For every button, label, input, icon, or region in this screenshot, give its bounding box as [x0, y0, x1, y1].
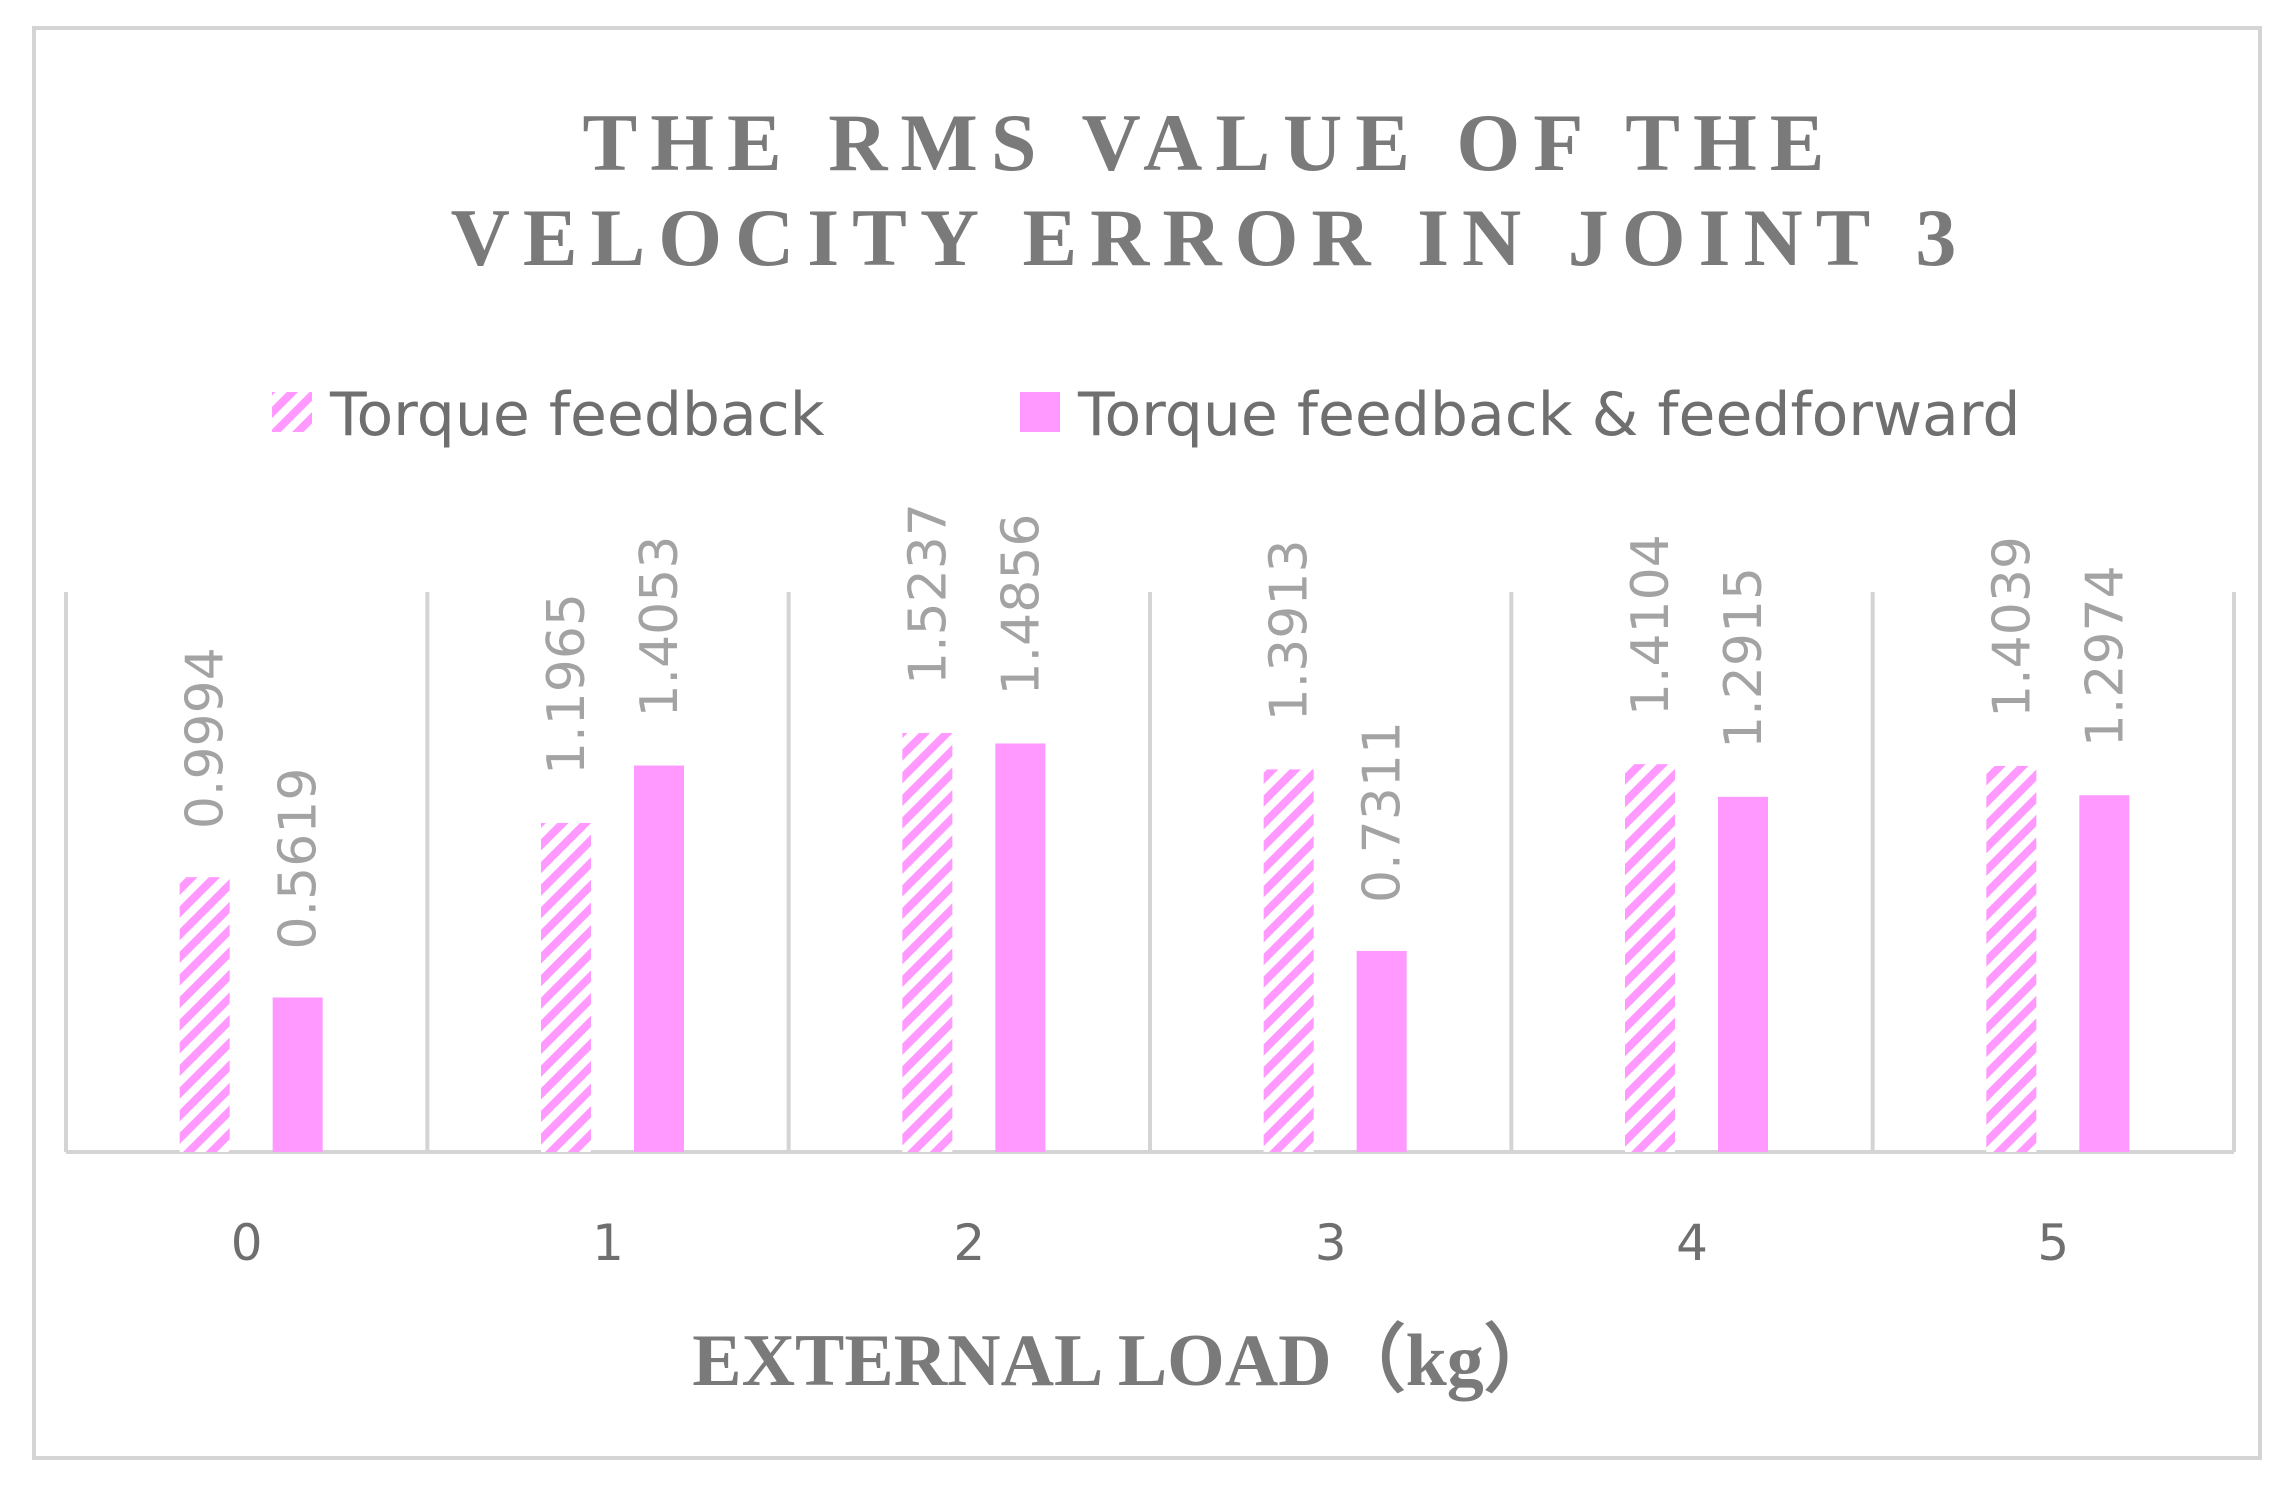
bar-torque-feedback-feedforward-5 [2079, 795, 2130, 1152]
data-label-torque-feedback-feedforward-4: 1.2915 [1714, 567, 1774, 749]
data-label-torque-feedback-feedforward-5: 1.2974 [2075, 565, 2135, 747]
chart-title-line-1: THE RMS VALUE OF THE [583, 97, 1838, 188]
bar-torque-feedback-0 [179, 877, 230, 1152]
data-label-torque-feedback-0: 0.9994 [176, 647, 236, 829]
data-label-torque-feedback-feedforward-0: 0.5619 [269, 768, 329, 950]
data-label-torque-feedback-feedforward-2: 1.4856 [991, 514, 1051, 696]
legend-swatch-torque-feedback-feedforward [1020, 392, 1060, 432]
plot-area: 0 0.9994 0.5619 1 1.1965 1.4053 2 1.5237 1.4856 3… [64, 503, 2236, 1272]
x-tick-label-2: 2 [953, 1214, 985, 1272]
chart-title-line-2: VELOCITY ERROR IN JOINT 3 [451, 192, 1970, 283]
bar-torque-feedback-1 [541, 822, 591, 1152]
bar-torque-feedback-feedforward-3 [1356, 950, 1407, 1152]
bar-torque-feedback-4 [1625, 764, 1675, 1152]
bar-torque-feedback-feedforward-4 [1718, 796, 1768, 1152]
data-label-torque-feedback-feedforward-3: 0.7311 [1353, 721, 1413, 903]
data-label-torque-feedback-5: 1.4039 [1982, 536, 2042, 718]
x-tick-label-5: 5 [2037, 1214, 2069, 1272]
data-label-torque-feedback-feedforward-1: 1.4053 [630, 536, 690, 718]
x-tick-label-0: 0 [231, 1214, 263, 1272]
bar-torque-feedback-feedforward-2 [995, 743, 1046, 1152]
data-label-torque-feedback-2: 1.5237 [898, 503, 958, 685]
bar-torque-feedback-feedforward-1 [634, 765, 684, 1152]
legend: Torque feedback Torque feedback & feedfo… [272, 380, 2021, 450]
bar-torque-feedback-3 [1263, 769, 1314, 1152]
x-tick-label-4: 4 [1676, 1214, 1708, 1272]
legend-label-torque-feedback-feedforward: Torque feedback & feedforward [1077, 380, 2021, 450]
x-tick-label-3: 3 [1315, 1214, 1347, 1272]
legend-label-torque-feedback: Torque feedback [329, 380, 825, 450]
bar-torque-feedback-feedforward-0 [272, 997, 323, 1152]
bar-torque-feedback-5 [1986, 765, 2037, 1152]
data-label-torque-feedback-1: 1.1965 [537, 593, 597, 775]
x-tick-label-1: 1 [592, 1214, 624, 1272]
data-label-torque-feedback-3: 1.3913 [1260, 539, 1320, 721]
x-axis-title: EXTERNAL LOAD（kg） [692, 1320, 1558, 1402]
chart-frame [32, 26, 2262, 1460]
bar-torque-feedback-2 [902, 732, 953, 1152]
legend-swatch-torque-feedback [272, 392, 312, 432]
data-label-torque-feedback-4: 1.4104 [1621, 534, 1681, 716]
